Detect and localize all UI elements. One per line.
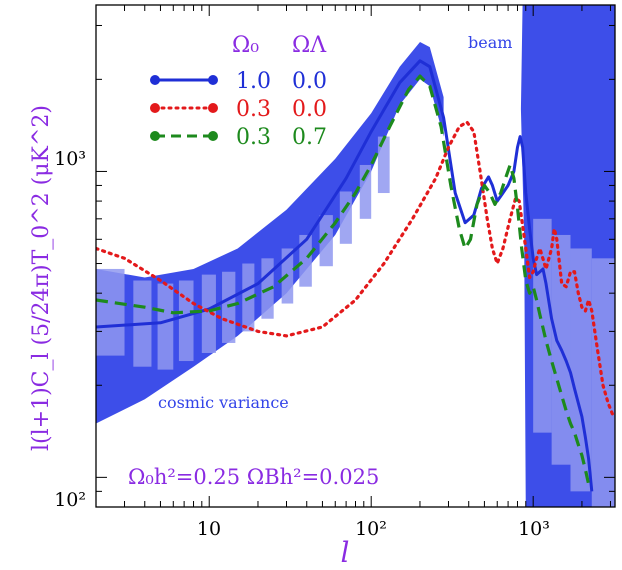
cosmic-variance-label: cosmic variance [158, 393, 289, 412]
parameters-annotation: Ω₀h²=0.25 ΩBh²=0.025 [128, 465, 379, 489]
legend-marker-right-1 [208, 75, 218, 85]
cosmic-variance-bin [319, 215, 333, 267]
cosmic-variance-bin [201, 274, 216, 353]
cosmic-variance-bin [178, 280, 194, 362]
cosmic-variance-bin [157, 283, 174, 370]
legend-marker-right-3 [208, 131, 218, 141]
legend-marker-left-1 [150, 75, 160, 85]
beam-label: beam [468, 33, 512, 52]
ticks-layer [95, 5, 615, 508]
cosmic-variance-bin [96, 268, 125, 356]
legend-omegaL-series-2: 0.0 [292, 97, 327, 122]
cosmic-variance-bin [377, 136, 390, 194]
legend-header-omegaL: ΩΛ [292, 33, 327, 58]
legend-marker-left-2 [150, 103, 160, 113]
series-layer [96, 59, 615, 492]
legend: Ω₀ ΩΛ 1.0 0.0 0.3 0.0 0.3 0.7 [150, 33, 327, 150]
legend-marker-left-3 [150, 131, 160, 141]
y-tick-label-100: 10² [54, 489, 86, 511]
legend-omega0-series-3: 0.3 [236, 125, 271, 150]
legend-omegaL-series-1: 0.0 [292, 69, 327, 94]
x-axis-label: l [341, 536, 350, 569]
cosmic-variance-bin [299, 234, 312, 287]
x-tick-label-1000: 10³ [518, 518, 550, 540]
cosmic-variance-bin [339, 191, 352, 244]
x-tick-label-100: 10² [355, 518, 387, 540]
beam-bin [591, 258, 615, 507]
legend-header-omega0: Ω₀ [232, 33, 259, 58]
y-tick-label-1000: 10³ [54, 148, 86, 170]
series-line-3 [96, 74, 591, 485]
series-line-1 [96, 59, 594, 492]
cosmic-variance-bin [359, 164, 372, 219]
x-tick-label-10: 10 [197, 518, 221, 540]
y-axis-label: l(l+1)C_l (5/24π)T_0^2 (μK^2) [29, 105, 54, 451]
legend-omegaL-series-3: 0.7 [292, 125, 327, 150]
legend-omega0-series-1: 1.0 [236, 69, 271, 94]
legend-marker-right-2 [208, 103, 218, 113]
legend-omega0-series-2: 0.3 [236, 97, 271, 122]
legend-rows [150, 75, 218, 141]
